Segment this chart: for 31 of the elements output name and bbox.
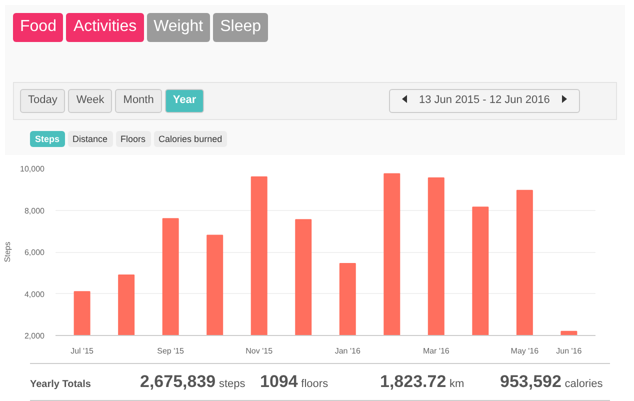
text: 13 Jun 2015 - 12 Jun 2016	[388, 88, 580, 113]
text: 2,675,839 steps	[140, 372, 246, 391]
text: Yearly Totals	[30, 378, 92, 392]
text: Weight	[146, 13, 210, 42]
y-axis-title: Steps	[3, 242, 12, 262]
x-tick-label: Mar '16	[422, 346, 450, 356]
x-tick-label: Jul '15	[70, 346, 94, 356]
text: Calories burned	[154, 130, 228, 148]
y-tick-label: 10,000	[20, 164, 46, 174]
text: Steps	[30, 130, 65, 148]
text: Floors	[116, 130, 151, 148]
y-tick-label: 4,000	[24, 290, 46, 299]
x-tick-label: May '16	[510, 346, 540, 356]
text: Sleep	[213, 13, 268, 42]
text: Food	[13, 13, 64, 42]
text: 1,823.72 km	[380, 372, 464, 391]
text: Year	[164, 88, 204, 113]
y-tick-label: 8,000	[24, 206, 46, 216]
text: Today	[20, 88, 66, 113]
x-tick-label: Sep '15	[157, 346, 185, 356]
text: Activities	[66, 13, 144, 42]
y-tick-label: 6,000	[24, 248, 46, 257]
text: 953,592 calories	[500, 372, 603, 391]
text: Week	[68, 88, 112, 113]
x-tick-label: Jan '16	[334, 346, 361, 356]
x-tick-label: Jun '16	[556, 346, 582, 356]
text: Distance	[68, 130, 113, 148]
text: Month	[115, 88, 162, 113]
y-tick-label: 2,000	[24, 332, 46, 340]
text: 1094 floors	[260, 372, 328, 391]
x-tick-label: Nov '15	[246, 346, 274, 356]
